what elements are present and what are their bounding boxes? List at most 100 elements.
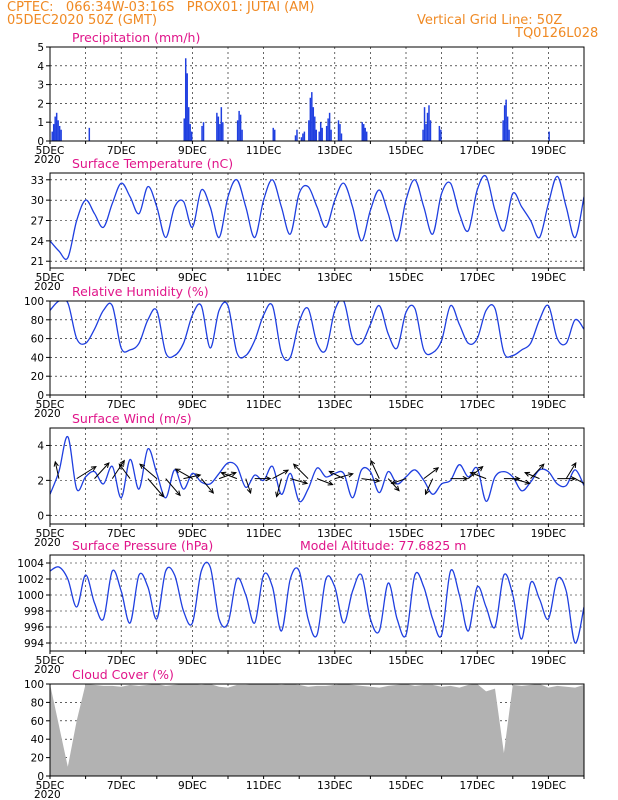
- precip-bar: [52, 124, 55, 141]
- wind-line: [50, 436, 584, 503]
- wind-arrow-shaft: [111, 460, 125, 479]
- wind-arrow-shaft: [54, 461, 60, 479]
- precip-bar: [365, 131, 368, 141]
- wind-arrow: [174, 468, 193, 480]
- x-year-label: 2020: [34, 154, 61, 166]
- wind-arrow-shaft: [221, 472, 238, 480]
- x-tick-label: 11DEC: [246, 272, 281, 284]
- precip-bar: [330, 129, 332, 141]
- wind-arrow-head: [370, 459, 376, 466]
- x-tick-label: 9DEC: [178, 528, 207, 540]
- wind-arrow: [334, 472, 354, 480]
- x-tick-label: 19DEC: [531, 655, 566, 667]
- temp-data: [50, 174, 584, 260]
- x-tick-label: 11DEC: [246, 780, 281, 792]
- panel-title: Surface Pressure (hPa): [72, 538, 213, 553]
- precip-bar: [308, 120, 310, 141]
- panel-pressure: [46, 554, 585, 654]
- wind-arrow-head: [394, 485, 400, 492]
- x-year-label: 2020: [34, 664, 61, 676]
- wind-arrow: [147, 478, 165, 498]
- precip-bar: [219, 124, 221, 141]
- wind-arrow: [574, 478, 584, 484]
- x-tick-label: 17DEC: [459, 528, 494, 540]
- precip-bar: [327, 118, 329, 141]
- y-tick-label: 100: [24, 679, 44, 691]
- wind-arrow-head: [230, 471, 237, 477]
- precip-bar: [302, 133, 304, 141]
- panel-frame: [49, 554, 585, 652]
- precip-bar: [216, 112, 218, 141]
- wind-arrow: [423, 467, 440, 480]
- wind-arrow-shaft: [391, 478, 407, 484]
- precip-bar: [548, 131, 550, 141]
- wind-arrow-shaft: [139, 463, 158, 479]
- wind-arrow-head: [538, 463, 545, 470]
- wind-arrow-head: [246, 487, 252, 495]
- precip-bar: [325, 125, 328, 141]
- x-tick-label: 15DEC: [388, 272, 423, 284]
- x-tick-label: 11DEC: [246, 399, 281, 411]
- precip-bar: [428, 105, 430, 141]
- y-tick-label: 60: [31, 716, 44, 728]
- precip-bar: [361, 122, 363, 141]
- wind-arrow-head: [469, 471, 476, 477]
- x-tick-label: 11DEC: [246, 528, 281, 540]
- x-year-label: 2020: [34, 408, 61, 420]
- wind-arrow: [53, 460, 60, 479]
- x-tick-label: 13DEC: [317, 780, 352, 792]
- panel-title: Surface Temperature (nC): [72, 156, 233, 171]
- wind-arrow: [111, 459, 125, 479]
- wind-arrow-head: [283, 469, 290, 475]
- wind-arrow: [387, 478, 400, 492]
- precip-bar: [364, 127, 366, 141]
- x-tick-label: 17DEC: [459, 145, 494, 157]
- wind-arrow-shaft: [329, 470, 344, 480]
- y-tick-label: 40: [31, 734, 44, 746]
- x-tick-label: 19DEC: [531, 780, 566, 792]
- y-tick-label: 60: [31, 334, 44, 346]
- precip-bar: [303, 131, 306, 141]
- precip-bar: [54, 116, 56, 141]
- wind-arrow-head: [275, 491, 281, 498]
- wind-arrow-head: [265, 475, 272, 482]
- wind-arrow-shaft: [565, 462, 577, 479]
- x-tick-label: 15DEC: [388, 528, 423, 540]
- x-tick-label: 11DEC: [246, 145, 281, 157]
- wind-arrow-shaft: [387, 478, 400, 491]
- y-tick-label: 80: [31, 697, 44, 709]
- precip-bar: [55, 112, 58, 141]
- wind-arrow-shaft: [290, 478, 308, 484]
- y-tick-label: 20: [31, 753, 44, 765]
- precip-bar: [51, 131, 53, 141]
- wind-arrow-shaft: [165, 478, 181, 496]
- wind-arrow-head: [433, 467, 440, 473]
- wind-arrow-head: [327, 480, 334, 486]
- wind-arrow: [316, 478, 334, 486]
- wind-arrow-head: [477, 465, 484, 472]
- wind-arrow: [524, 471, 540, 480]
- precip-bar: [321, 127, 323, 141]
- precip-bar: [201, 125, 203, 141]
- header-date-line: 05DEC2020 50Z (GMT): [7, 13, 158, 28]
- y-tick-label: 4: [37, 440, 44, 452]
- wind-arrow-shaft: [370, 460, 380, 479]
- wind-arrow-shaft: [423, 467, 439, 480]
- temp-line: [50, 174, 584, 260]
- wind-arrow: [361, 477, 381, 484]
- precip-bar: [186, 73, 188, 141]
- wind-arrow: [275, 478, 282, 498]
- precip-bar: [183, 118, 185, 141]
- x-tick-label: 19DEC: [531, 272, 566, 284]
- x-tick-label: 5DEC: [36, 399, 65, 411]
- wind-arrow: [565, 462, 577, 479]
- x-tick-label: 5DEC: [36, 145, 65, 157]
- y-tick-label: 2: [37, 475, 44, 487]
- panel-title: Relative Humidity (%): [72, 284, 209, 299]
- wind-arrow: [220, 471, 238, 480]
- y-tick-label: 30: [31, 195, 44, 207]
- pressure-data: [50, 561, 584, 644]
- y-tick-label: 5: [37, 42, 44, 54]
- wind-arrow: [183, 473, 202, 480]
